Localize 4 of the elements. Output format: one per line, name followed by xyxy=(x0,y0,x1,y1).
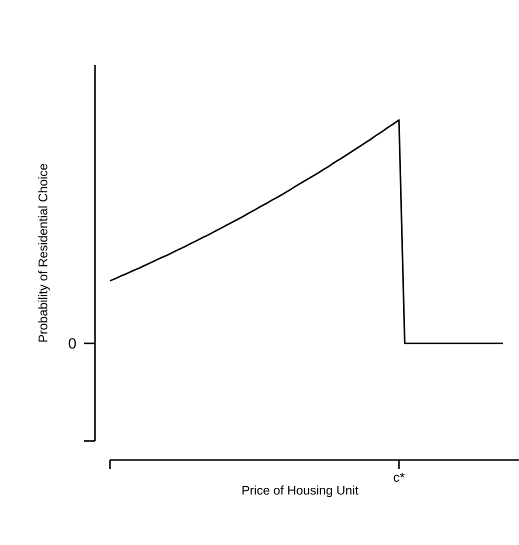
y-axis-title: Probability of Residential Choice xyxy=(38,164,50,342)
text: 0 xyxy=(68,338,76,349)
text: c* xyxy=(394,472,405,482)
x-axis-title: Price of Housing Unit xyxy=(242,486,358,498)
